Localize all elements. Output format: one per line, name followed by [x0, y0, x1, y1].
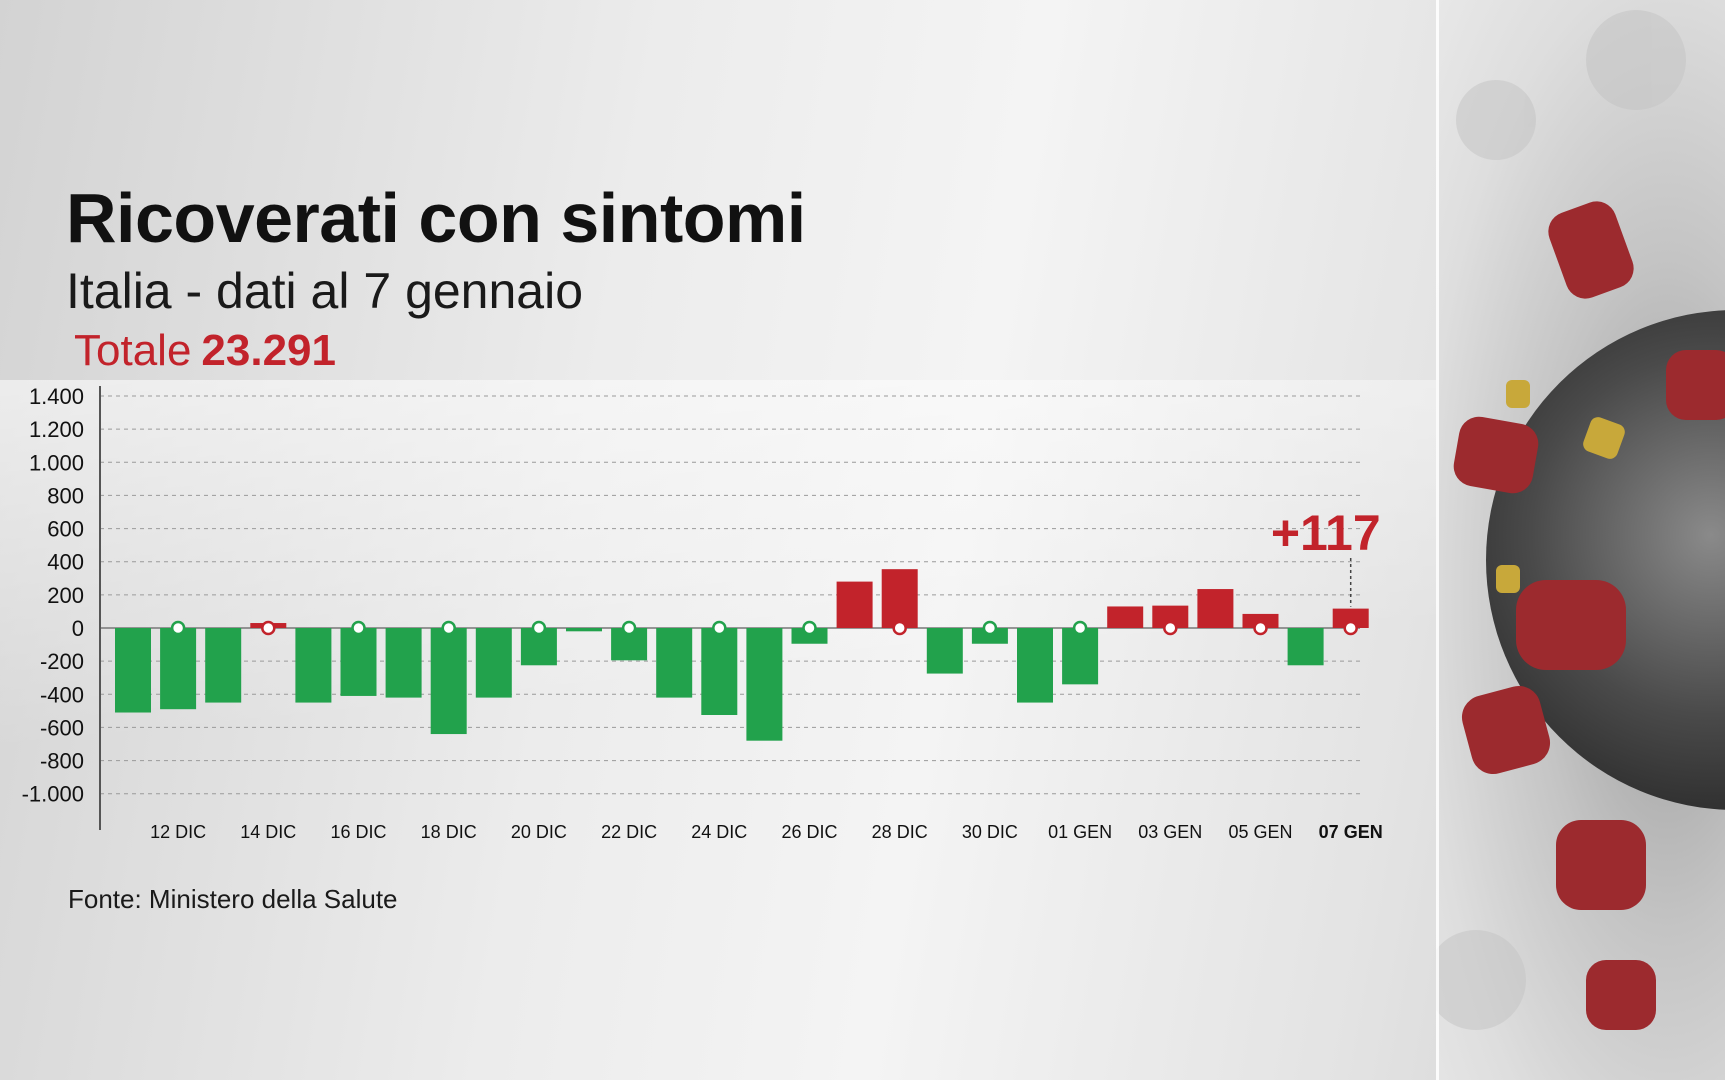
zero-marker [351, 620, 366, 636]
zero-marker [1163, 620, 1178, 636]
y-tick-label: -200 [40, 649, 84, 674]
bar-24-dic [701, 628, 738, 715]
bar-18-dic [430, 628, 467, 735]
total-label: Totale [74, 326, 192, 375]
x-tick-label: 26 DIC [781, 822, 837, 842]
y-tick-label: 1.400 [29, 384, 84, 409]
x-tick-label: 30 DIC [962, 822, 1018, 842]
source-note: Fonte: Ministero della Salute [68, 884, 398, 914]
x-tick-label: 12 DIC [150, 822, 206, 842]
annotation: +117 [1271, 505, 1381, 607]
panel-divider [1436, 0, 1439, 1080]
zero-markers [170, 620, 1358, 636]
y-tick-label: -1.000 [22, 782, 84, 807]
y-axis-ticks: 1.400 1.200 1.000 800 600 400 200 0 -200 -400 -600… [22, 384, 84, 807]
zero-marker [712, 620, 727, 636]
annotation-label: +117 [1271, 505, 1381, 561]
y-tick-label: 1.200 [29, 417, 84, 442]
virus-illustration [1436, 0, 1725, 1080]
bar-16-dic [340, 628, 377, 696]
bar-15-dic [295, 628, 332, 703]
zero-marker [621, 620, 637, 636]
y-tick-label: 400 [47, 550, 84, 575]
bar-31-dic [1017, 628, 1053, 703]
x-axis-ticks: 12 DIC 14 DIC 16 DIC 18 DIC 20 DIC 22 DIC 24 D… [150, 822, 1383, 842]
x-tick-label: 24 DIC [691, 822, 747, 842]
y-tick-label: 600 [47, 517, 84, 542]
zero-marker [1072, 620, 1088, 636]
bar-12-dic [160, 628, 197, 710]
bar-25-dic [746, 628, 783, 741]
x-tick-label: 16 DIC [330, 822, 386, 842]
x-tick-label: 14 DIC [240, 822, 296, 842]
y-tick-label: -400 [40, 682, 84, 707]
bar-30-dic [971, 628, 1008, 644]
zero-marker [170, 620, 186, 636]
zero-marker [1253, 620, 1268, 636]
bar-04-gen [1197, 589, 1234, 628]
x-tick-label: 20 DIC [511, 822, 567, 842]
x-tick-label: 22 DIC [601, 822, 657, 842]
bar-28-dic [881, 569, 918, 628]
bar-03-gen [1152, 605, 1189, 628]
total-readout: Totale 23.291 [74, 326, 336, 376]
bar-26-dic [791, 628, 828, 644]
bar-07-gen [1332, 608, 1369, 628]
total-value: 23.291 [201, 326, 336, 375]
zero-marker [982, 620, 998, 636]
bar-02-gen [1107, 606, 1144, 628]
x-tick-label: 03 GEN [1138, 822, 1202, 842]
zero-marker [441, 620, 456, 636]
bar-06-gen [1287, 628, 1324, 666]
zero-marker [531, 620, 547, 636]
x-tick-label: 28 DIC [872, 822, 928, 842]
zero-marker [802, 620, 817, 636]
bar-19-dic [475, 628, 512, 698]
bar-21-dic [566, 628, 602, 632]
bar-29-dic [926, 628, 963, 674]
y-tick-label: 200 [47, 583, 84, 608]
bars [115, 569, 1369, 741]
bar-23-dic [656, 628, 693, 698]
y-tick-label: 0 [72, 616, 84, 641]
y-tick-label: 800 [47, 483, 84, 508]
zero-marker [261, 620, 276, 636]
bar-17-dic [385, 628, 422, 698]
chart-title: Ricoverati con sintomi [66, 179, 806, 257]
bar-11-dic [115, 628, 151, 713]
x-tick-label: 01 GEN [1048, 822, 1112, 842]
gridlines [100, 395, 1360, 795]
y-tick-label: -800 [40, 749, 84, 774]
zero-marker [1343, 620, 1358, 636]
y-tick-label: -600 [40, 715, 84, 740]
bar-13-dic [205, 628, 242, 703]
y-tick-label: 1.000 [29, 450, 84, 475]
x-tick-label: 05 GEN [1228, 822, 1292, 842]
bar-01-gen [1062, 628, 1099, 685]
zero-marker [892, 620, 907, 636]
x-tick-label: 18 DIC [421, 822, 477, 842]
bar-27-dic [836, 581, 873, 628]
x-tick-label: 07 GEN [1319, 822, 1383, 842]
chart-subtitle: Italia - dati al 7 gennaio [66, 263, 584, 319]
